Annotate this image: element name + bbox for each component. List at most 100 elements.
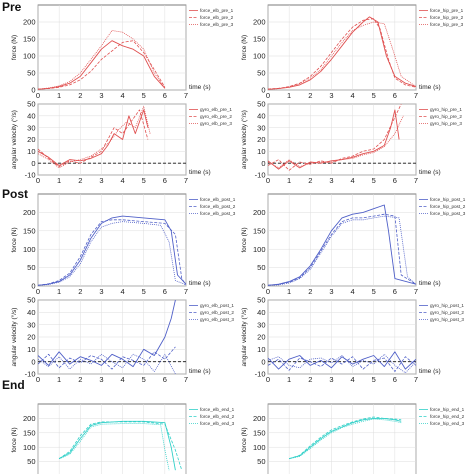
y-axis-label: angular velocity (°/s) xyxy=(240,110,248,169)
x-tick-label: 5 xyxy=(142,287,146,296)
x-tick-label: 4 xyxy=(120,287,124,296)
x-tick-label: 0 xyxy=(36,176,40,185)
y-axis-label: angular velocity (°/s) xyxy=(10,308,18,367)
legend-entry: force_elb_pre_1 xyxy=(200,8,234,13)
series-lines xyxy=(268,351,416,374)
x-tick-label: 7 xyxy=(414,287,418,296)
y-axis-label: force (N) xyxy=(11,227,18,252)
y-axis-label: force (N) xyxy=(241,35,248,60)
x-tick-label: 1 xyxy=(287,176,291,185)
legend-entry: force_elb_end_1 xyxy=(200,407,235,412)
legend-entry: force_elb_pre_2 xyxy=(200,15,234,20)
series-lines xyxy=(268,16,416,90)
x-tick-label: 4 xyxy=(350,287,354,296)
x-tick-label: 6 xyxy=(163,176,167,185)
series-lines xyxy=(38,300,176,374)
series-line-force_hip_pre_1 xyxy=(268,16,416,90)
series-line-gyro_elb_post_2 xyxy=(38,346,176,370)
x-tick-label: 3 xyxy=(99,176,103,185)
y-tick-label: 100 xyxy=(253,52,266,61)
legend-entry: force_elb_pre_3 xyxy=(200,22,234,27)
x-tick-label: 2 xyxy=(78,176,82,185)
x-tick-label: 3 xyxy=(99,287,103,296)
x-tick-label: 2 xyxy=(78,287,82,296)
y-tick-label: 50 xyxy=(27,457,35,466)
series-line-gyro_hip_pre_1 xyxy=(268,109,400,170)
x-tick-label: 5 xyxy=(372,176,376,185)
x-tick-label: 6 xyxy=(163,287,167,296)
y-tick-label: 150 xyxy=(23,226,36,235)
legend-entry: force_hip_end_3 xyxy=(430,421,465,426)
series-line-force_elb_pre_1 xyxy=(38,40,166,90)
y-tick-label: 100 xyxy=(253,443,266,452)
series-line-force_elb_pre_3 xyxy=(38,30,166,90)
y-tick-label: 40 xyxy=(27,308,35,317)
x-tick-label: 4 xyxy=(120,176,124,185)
y-tick-label: 20 xyxy=(27,333,35,342)
y-tick-label: 50 xyxy=(257,69,265,78)
y-tick-label: 100 xyxy=(23,52,36,61)
x-tick-label: 5 xyxy=(372,287,376,296)
x-tick-label: 1 xyxy=(287,375,291,384)
series-line-force_hip_post_3 xyxy=(268,215,416,286)
x-axis-label: time (s) xyxy=(419,368,441,375)
legend-entry: force_elb_end_3 xyxy=(200,421,235,426)
y-tick-label: -10 xyxy=(255,171,266,180)
y-tick-label: 50 xyxy=(257,457,265,466)
x-tick-label: 6 xyxy=(393,375,397,384)
x-tick-label: 5 xyxy=(142,375,146,384)
x-tick-label: 3 xyxy=(99,91,103,100)
legend: force_hip_post_1 force_hip_post_2 force_hi… xyxy=(419,197,466,216)
x-tick-label: 7 xyxy=(184,287,188,296)
legend: force_hip_end_1 force_hip_end_2 force_hip_… xyxy=(419,407,465,426)
legend-entry: gyro_hip_pre_3 xyxy=(430,121,462,126)
legend-entry: gyro_elb_post_2 xyxy=(200,310,234,315)
y-tick-label: 10 xyxy=(257,345,265,354)
y-axis-label: force (N) xyxy=(241,227,248,252)
legend-entry: gyro_elb_pre_3 xyxy=(200,121,232,126)
y-tick-label: 200 xyxy=(253,208,266,217)
y-axis-label: angular velocity (°/s) xyxy=(240,308,248,367)
legend: gyro_elb_post_1 gyro_elb_post_2 gyro_elb_p… xyxy=(189,303,234,322)
y-tick-label: 0 xyxy=(261,282,265,291)
y-tick-label: 0 xyxy=(31,282,35,291)
y-tick-label: 100 xyxy=(23,443,36,452)
y-tick-label: 150 xyxy=(253,35,266,44)
x-axis-label: time (s) xyxy=(189,169,211,176)
y-tick-label: 200 xyxy=(23,208,36,217)
y-tick-label: -10 xyxy=(25,171,36,180)
legend-entry: force_elb_post_2 xyxy=(200,204,236,209)
series-lines xyxy=(38,106,151,169)
y-tick-label: -10 xyxy=(255,370,266,379)
x-tick-label: 5 xyxy=(142,176,146,185)
x-tick-label: 4 xyxy=(120,91,124,100)
x-tick-label: 2 xyxy=(78,375,82,384)
x-tick-label: 2 xyxy=(308,91,312,100)
y-tick-label: 200 xyxy=(253,414,266,423)
legend-entry: gyro_hip_pre_1 xyxy=(430,107,462,112)
y-tick-label: 0 xyxy=(261,86,265,95)
x-tick-label: 0 xyxy=(36,91,40,100)
x-axis-label: time (s) xyxy=(189,280,211,287)
legend-entry: force_hip_post_2 xyxy=(430,204,466,209)
x-tick-label: 0 xyxy=(36,375,40,384)
x-axis-label: time (s) xyxy=(419,169,441,176)
x-tick-label: 4 xyxy=(350,91,354,100)
series-line-force_hip_end_2 xyxy=(288,416,402,460)
y-tick-label: -10 xyxy=(25,370,36,379)
gridlines xyxy=(37,404,187,474)
x-tick-label: 7 xyxy=(184,91,188,100)
plot-frame xyxy=(267,193,417,287)
x-tick-label: 6 xyxy=(393,176,397,185)
series-line-gyro_elb_pre_2 xyxy=(38,109,149,168)
x-tick-label: 2 xyxy=(78,91,82,100)
series-line-gyro_hip_pre_3 xyxy=(268,115,404,169)
plot-frame xyxy=(267,403,417,474)
panel-end-hip-force: 50 100 150 200 force (N) force_hip_end_1force… xyxy=(241,403,465,474)
y-tick-label: 50 xyxy=(257,100,265,109)
